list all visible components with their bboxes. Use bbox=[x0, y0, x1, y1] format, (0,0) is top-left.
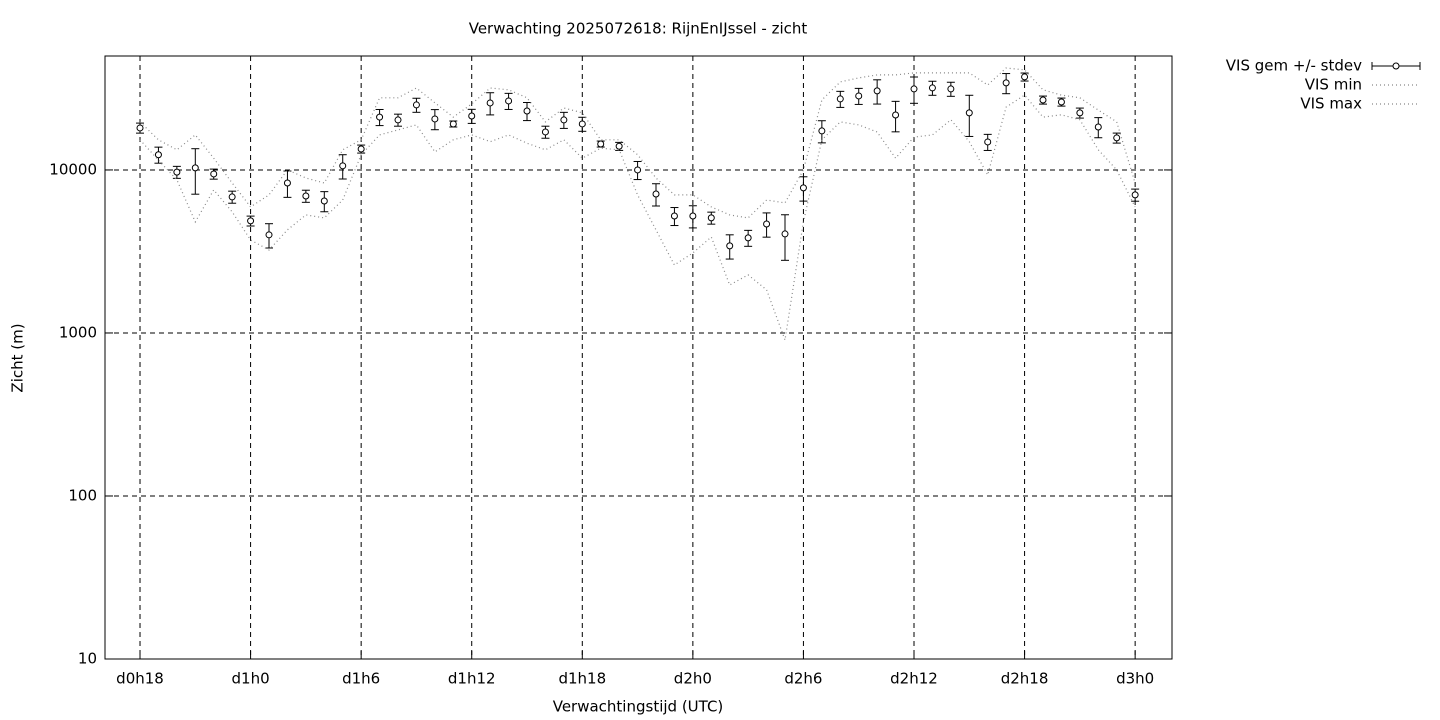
data-point bbox=[1039, 96, 1047, 104]
x-tick-label: d2h12 bbox=[890, 670, 938, 688]
data-point bbox=[965, 109, 973, 117]
data-point bbox=[578, 120, 586, 128]
data-point bbox=[892, 111, 900, 119]
data-point bbox=[763, 220, 771, 228]
data-point bbox=[191, 164, 199, 172]
data-point bbox=[154, 151, 162, 159]
data-point bbox=[984, 138, 992, 146]
legend-sample bbox=[1392, 62, 1400, 70]
data-point bbox=[228, 193, 236, 201]
data-point bbox=[855, 92, 863, 100]
data-point bbox=[376, 113, 384, 121]
data-point bbox=[1057, 98, 1065, 106]
data-point bbox=[689, 212, 697, 220]
data-point bbox=[136, 124, 144, 132]
x-tick-label: d2h0 bbox=[674, 670, 712, 688]
data-point bbox=[873, 87, 881, 95]
data-point bbox=[247, 217, 255, 225]
data-point bbox=[1094, 123, 1102, 131]
legend-label: VIS min bbox=[1305, 76, 1362, 94]
error-bar bbox=[191, 148, 200, 195]
data-point bbox=[302, 192, 310, 200]
error-bar bbox=[781, 214, 790, 261]
data-point bbox=[541, 128, 549, 136]
data-point bbox=[1131, 191, 1139, 199]
legend-label: VIS max bbox=[1300, 95, 1362, 113]
data-point bbox=[726, 242, 734, 250]
data-point bbox=[320, 197, 328, 205]
data-point bbox=[781, 230, 789, 238]
data-point bbox=[910, 85, 918, 93]
data-point bbox=[744, 234, 752, 242]
data-point bbox=[836, 95, 844, 103]
data-point bbox=[265, 231, 273, 239]
x-axis-label: Verwachtingstijd (UTC) bbox=[553, 698, 724, 716]
data-point bbox=[1113, 134, 1121, 142]
data-point bbox=[634, 166, 642, 174]
y-tick-label: 10000 bbox=[49, 160, 97, 178]
data-point bbox=[615, 142, 623, 150]
x-tick-label: d3h0 bbox=[1116, 670, 1154, 688]
data-point bbox=[652, 190, 660, 198]
data-point bbox=[412, 101, 420, 109]
data-point bbox=[560, 116, 568, 124]
x-tick-label: d0h18 bbox=[116, 670, 164, 688]
data-point bbox=[210, 170, 218, 178]
x-tick-label: d1h18 bbox=[558, 670, 606, 688]
data-point bbox=[431, 115, 439, 123]
data-point bbox=[394, 116, 402, 124]
data-point bbox=[486, 99, 494, 107]
legend-label: VIS gem +/- stdev bbox=[1226, 57, 1362, 75]
data-point bbox=[928, 84, 936, 92]
x-tick-label: d2h6 bbox=[784, 670, 822, 688]
data-point bbox=[670, 212, 678, 220]
y-tick-label: 1000 bbox=[59, 323, 97, 341]
data-point bbox=[707, 214, 715, 222]
x-tick-label: d2h18 bbox=[1001, 670, 1049, 688]
x-tick-label: d1h12 bbox=[448, 670, 496, 688]
data-point bbox=[947, 85, 955, 93]
chart-title: Verwachting 2025072618: RijnEnIJssel - z… bbox=[469, 20, 808, 38]
x-tick-label: d1h6 bbox=[342, 670, 380, 688]
data-point bbox=[468, 112, 476, 120]
data-point bbox=[505, 97, 513, 105]
data-point bbox=[283, 179, 291, 187]
data-point bbox=[449, 120, 457, 128]
y-axis-label: Zicht (m) bbox=[9, 323, 27, 392]
data-point bbox=[597, 140, 605, 148]
data-point bbox=[339, 162, 347, 170]
y-tick-label: 100 bbox=[68, 486, 97, 504]
y-tick-label: 10 bbox=[78, 650, 97, 668]
data-point bbox=[1002, 79, 1010, 87]
data-point bbox=[357, 145, 365, 153]
data-point bbox=[173, 168, 181, 176]
data-point bbox=[523, 107, 531, 115]
data-point bbox=[1076, 109, 1084, 117]
data-point bbox=[818, 127, 826, 135]
x-tick-label: d1h0 bbox=[232, 670, 270, 688]
range-line bbox=[139, 94, 1136, 343]
data-point bbox=[1021, 73, 1029, 81]
data-point bbox=[799, 184, 807, 192]
